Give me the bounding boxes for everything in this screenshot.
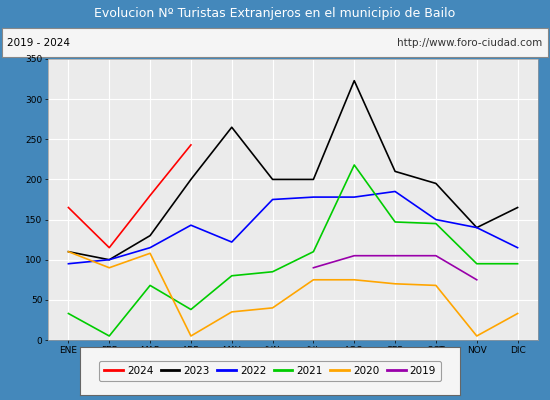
2022	[433, 217, 439, 222]
2020	[270, 306, 276, 310]
2020	[228, 310, 235, 314]
2023	[188, 177, 194, 182]
2021	[65, 311, 72, 316]
Text: Evolucion Nº Turistas Extranjeros en el municipio de Bailo: Evolucion Nº Turistas Extranjeros en el …	[95, 8, 455, 20]
2023	[228, 125, 235, 130]
2022	[310, 195, 317, 200]
2020	[514, 311, 521, 316]
2020	[147, 251, 153, 256]
2023	[106, 257, 113, 262]
2022	[392, 189, 398, 194]
2019	[392, 253, 398, 258]
2022	[106, 257, 113, 262]
2019	[310, 265, 317, 270]
Line: 2022: 2022	[68, 192, 518, 264]
2023	[147, 233, 153, 238]
2021	[474, 261, 480, 266]
2022	[188, 223, 194, 228]
2020	[474, 334, 480, 338]
2023	[433, 181, 439, 186]
2021	[270, 269, 276, 274]
2023	[310, 177, 317, 182]
2022	[514, 245, 521, 250]
2021	[310, 249, 317, 254]
2020	[65, 249, 72, 254]
Line: 2023: 2023	[68, 81, 518, 260]
2021	[147, 283, 153, 288]
2021	[188, 307, 194, 312]
2023	[270, 177, 276, 182]
Line: 2019: 2019	[314, 256, 477, 280]
2022	[228, 240, 235, 244]
2023	[514, 205, 521, 210]
2022	[474, 225, 480, 230]
2020	[106, 265, 113, 270]
2021	[351, 162, 358, 167]
2019	[474, 277, 480, 282]
2021	[106, 334, 113, 338]
2023	[65, 249, 72, 254]
2024	[147, 193, 153, 198]
Line: 2020: 2020	[68, 252, 518, 336]
2021	[228, 273, 235, 278]
2019	[433, 253, 439, 258]
2021	[433, 221, 439, 226]
Line: 2024: 2024	[68, 145, 191, 248]
2022	[270, 197, 276, 202]
2021	[514, 261, 521, 266]
2022	[147, 245, 153, 250]
Legend: 2024, 2023, 2022, 2021, 2020, 2019: 2024, 2023, 2022, 2021, 2020, 2019	[99, 361, 441, 381]
2024	[106, 245, 113, 250]
2022	[65, 261, 72, 266]
2023	[392, 169, 398, 174]
2024	[188, 142, 194, 147]
2020	[392, 282, 398, 286]
2020	[351, 277, 358, 282]
Text: 2019 - 2024: 2019 - 2024	[8, 38, 70, 48]
2022	[351, 195, 358, 200]
Line: 2021: 2021	[68, 165, 518, 336]
2023	[351, 78, 358, 83]
2021	[392, 220, 398, 224]
2020	[310, 277, 317, 282]
2024	[65, 205, 72, 210]
2020	[188, 334, 194, 338]
2023	[474, 225, 480, 230]
2019	[351, 253, 358, 258]
Text: http://www.foro-ciudad.com: http://www.foro-ciudad.com	[397, 38, 542, 48]
2020	[433, 283, 439, 288]
